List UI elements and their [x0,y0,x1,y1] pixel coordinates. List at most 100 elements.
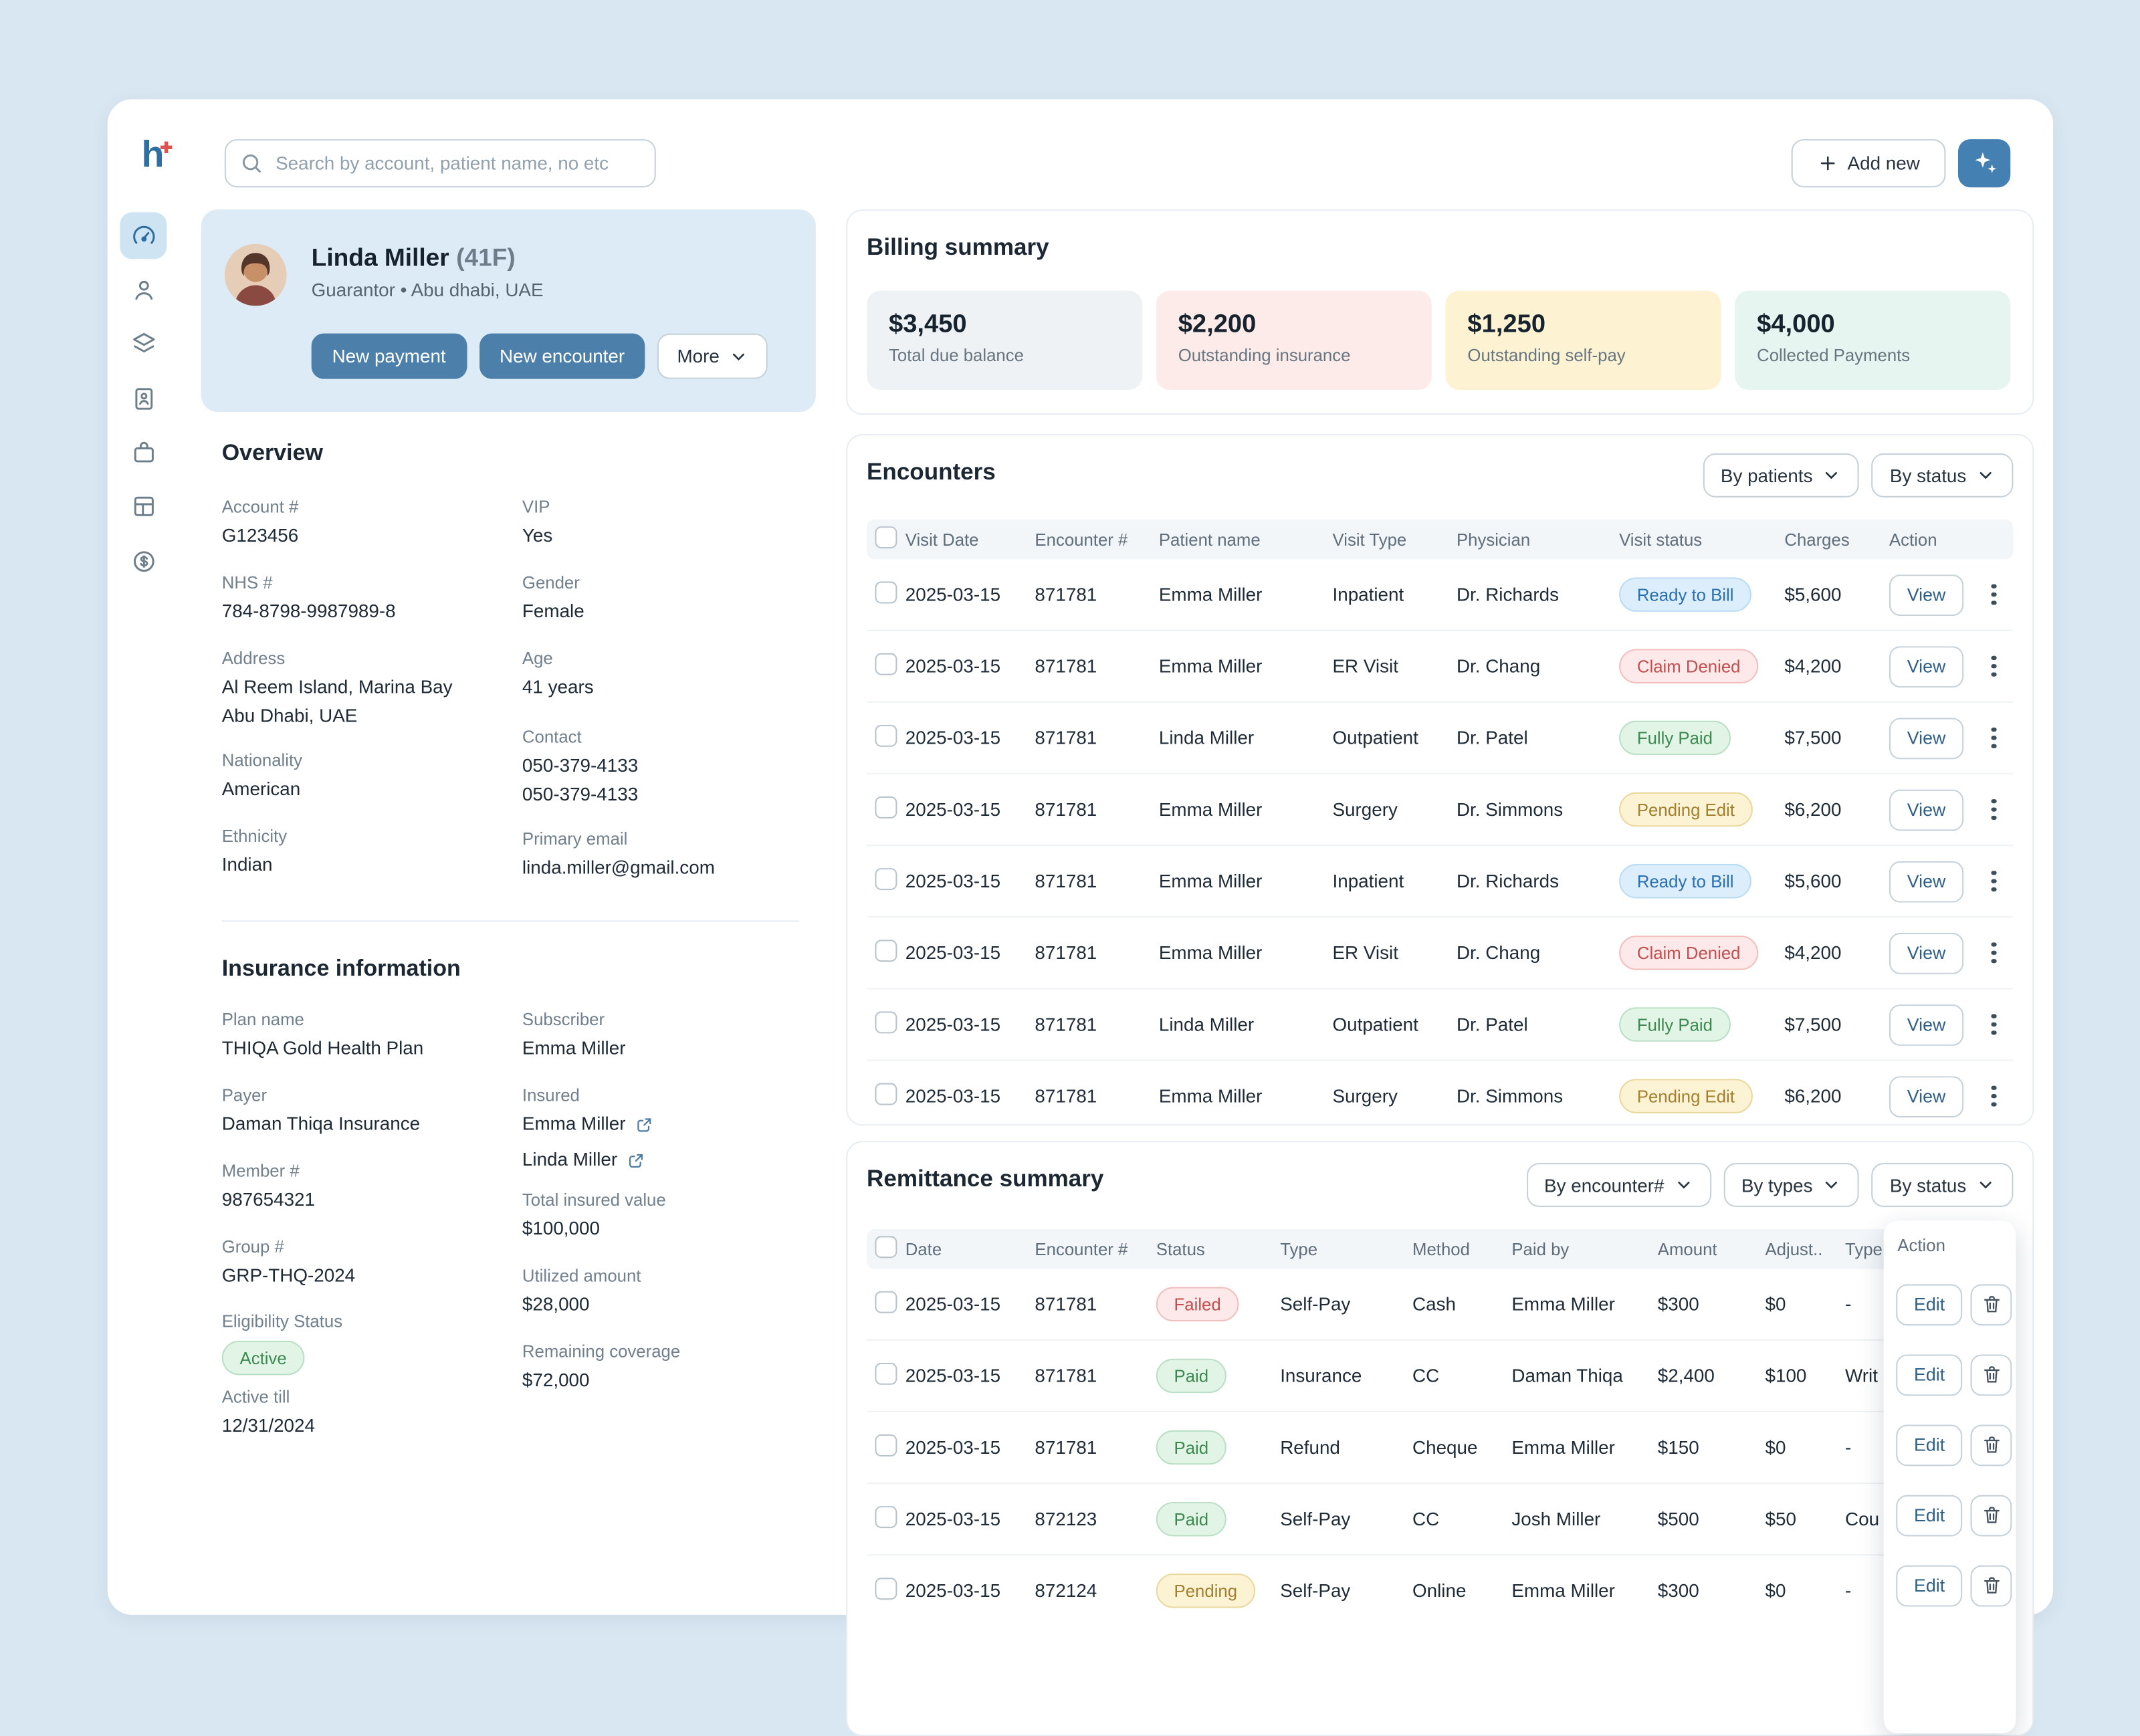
row-checkbox[interactable] [875,1434,897,1456]
view-button[interactable]: View [1889,789,1963,831]
cell-encounter-number: 871781 [1029,1294,1150,1315]
row-checkbox[interactable] [875,725,897,747]
new-payment-button[interactable]: New payment [312,334,467,379]
action-row: Edit [1884,1269,2016,1339]
cell-visit-type: Outpatient [1327,1014,1451,1035]
row-checkbox[interactable] [875,653,897,675]
select-all-checkbox[interactable] [875,1236,897,1258]
view-button[interactable]: View [1889,1075,1963,1117]
row-checkbox[interactable] [875,1083,897,1105]
edit-button[interactable]: Edit [1896,1424,1963,1466]
row-checkbox[interactable] [875,582,897,604]
row-checkbox[interactable] [875,1011,897,1033]
row-checkbox[interactable] [875,1506,897,1528]
sidebar-item-services[interactable] [120,429,167,475]
cell-physician: Dr. Chang [1451,942,1614,963]
cell-type: Self-Pay [1275,1580,1407,1601]
filter-button[interactable]: By patients [1703,453,1859,498]
view-button[interactable]: View [1889,574,1963,615]
field-vip: VIPYes [522,498,815,551]
row-checkbox[interactable] [875,796,897,819]
kebab-menu-button[interactable] [1977,717,2010,758]
sidebar-item-board[interactable] [120,482,167,529]
sidebar-item-patients[interactable] [120,266,167,313]
more-button[interactable]: More [658,334,768,379]
row-checkbox[interactable] [875,868,897,890]
row-checkbox[interactable] [875,1578,897,1600]
cell-adjustment: $50 [1759,1509,1840,1529]
cell-encounter-number: 871781 [1029,728,1153,748]
view-button[interactable]: View [1889,932,1963,974]
filter-button[interactable]: By types [1723,1163,1860,1207]
field-total-insured: Total insured value$100,000 [522,1190,815,1244]
kebab-menu-button[interactable] [1977,574,2010,615]
kebab-menu-button[interactable] [1977,1004,2010,1045]
kebab-menu-button[interactable] [1977,645,2010,687]
view-button[interactable]: View [1889,861,1963,902]
billing-tiles: $3,450 Total due balance $2,200 Outstand… [867,291,2010,390]
cell-visit-date: 2025-03-15 [900,1086,1030,1107]
cell-visit-date: 2025-03-15 [900,584,1030,605]
edit-button[interactable]: Edit [1896,1495,1963,1536]
records-icon [130,385,156,411]
payment-status-badge: Paid [1156,1502,1226,1537]
action-row: Edit [1884,1550,2016,1620]
edit-button[interactable]: Edit [1896,1353,1963,1395]
sidebar-item-records[interactable] [120,374,167,421]
view-button[interactable]: View [1889,1004,1963,1045]
filter-button[interactable]: By status [1872,453,2013,498]
add-new-button[interactable]: Add new [1792,139,1946,187]
row-checkbox[interactable] [875,940,897,962]
visit-status-badge: Fully Paid [1619,721,1731,756]
trash-icon [1982,1364,2002,1385]
field-remaining: Remaining coverage$72,000 [522,1342,815,1396]
patient-avatar [225,244,287,306]
row-checkbox[interactable] [875,1363,897,1385]
cell-physician: Dr. Richards [1451,871,1614,891]
delete-button[interactable] [1971,1424,2012,1466]
delete-button[interactable] [1971,1353,2012,1395]
sidebar-item-billing[interactable] [120,538,167,584]
remittance-rows: 2025-03-15 871781 Failed Self-Pay Cash E… [867,1269,2013,1626]
field-nhs: NHS #784-8798-9987989-8 [222,573,514,627]
filter-label: By patients [1721,465,1813,485]
sidebar-item-dashboard[interactable] [120,212,167,259]
payment-status-badge: Pending [1156,1574,1255,1608]
patient-meta: Guarantor • Abu dhabi, UAE [312,280,544,300]
column-header: Charges [1779,530,1884,549]
new-encounter-button[interactable]: New encounter [479,334,645,379]
dollar-icon [130,548,156,574]
edit-button[interactable]: Edit [1896,1283,1963,1325]
trash-icon [1982,1434,2002,1455]
field-insured: Insured Emma Miller Linda Miller [522,1086,815,1182]
column-header: Visit Type [1327,530,1451,549]
view-button[interactable]: View [1889,717,1963,758]
bag-icon [130,439,156,465]
view-button[interactable]: View [1889,645,1963,687]
cell-charges: $7,500 [1779,728,1884,748]
delete-button[interactable] [1971,1565,2012,1606]
row-checkbox[interactable] [875,1291,897,1313]
kebab-menu-button[interactable] [1977,861,2010,902]
select-all-checkbox[interactable] [875,526,897,548]
kebab-menu-button[interactable] [1977,932,2010,974]
trash-icon [1982,1505,2002,1525]
add-new-label: Add new [1848,153,1920,174]
filter-button[interactable]: By encounter# [1526,1163,1711,1207]
delete-button[interactable] [1971,1495,2012,1536]
external-link-icon[interactable] [635,1116,653,1134]
ai-assistant-button[interactable] [1958,139,2010,187]
edit-button[interactable]: Edit [1896,1565,1963,1606]
column-header: Patient name [1154,530,1327,549]
delete-button[interactable] [1971,1283,2012,1325]
external-link-icon[interactable] [627,1152,645,1170]
kebab-menu-button[interactable] [1977,1075,2010,1117]
search-input[interactable] [225,139,656,187]
sidebar-item-layers[interactable] [120,320,167,366]
filter-button[interactable]: By status [1872,1163,2013,1207]
kebab-menu-button[interactable] [1977,789,2010,831]
filter-label: By encounter# [1544,1175,1664,1196]
filter-label: By status [1890,1175,1966,1196]
column-header: Encounter # [1029,530,1153,549]
cell-physician: Dr. Patel [1451,1014,1614,1035]
